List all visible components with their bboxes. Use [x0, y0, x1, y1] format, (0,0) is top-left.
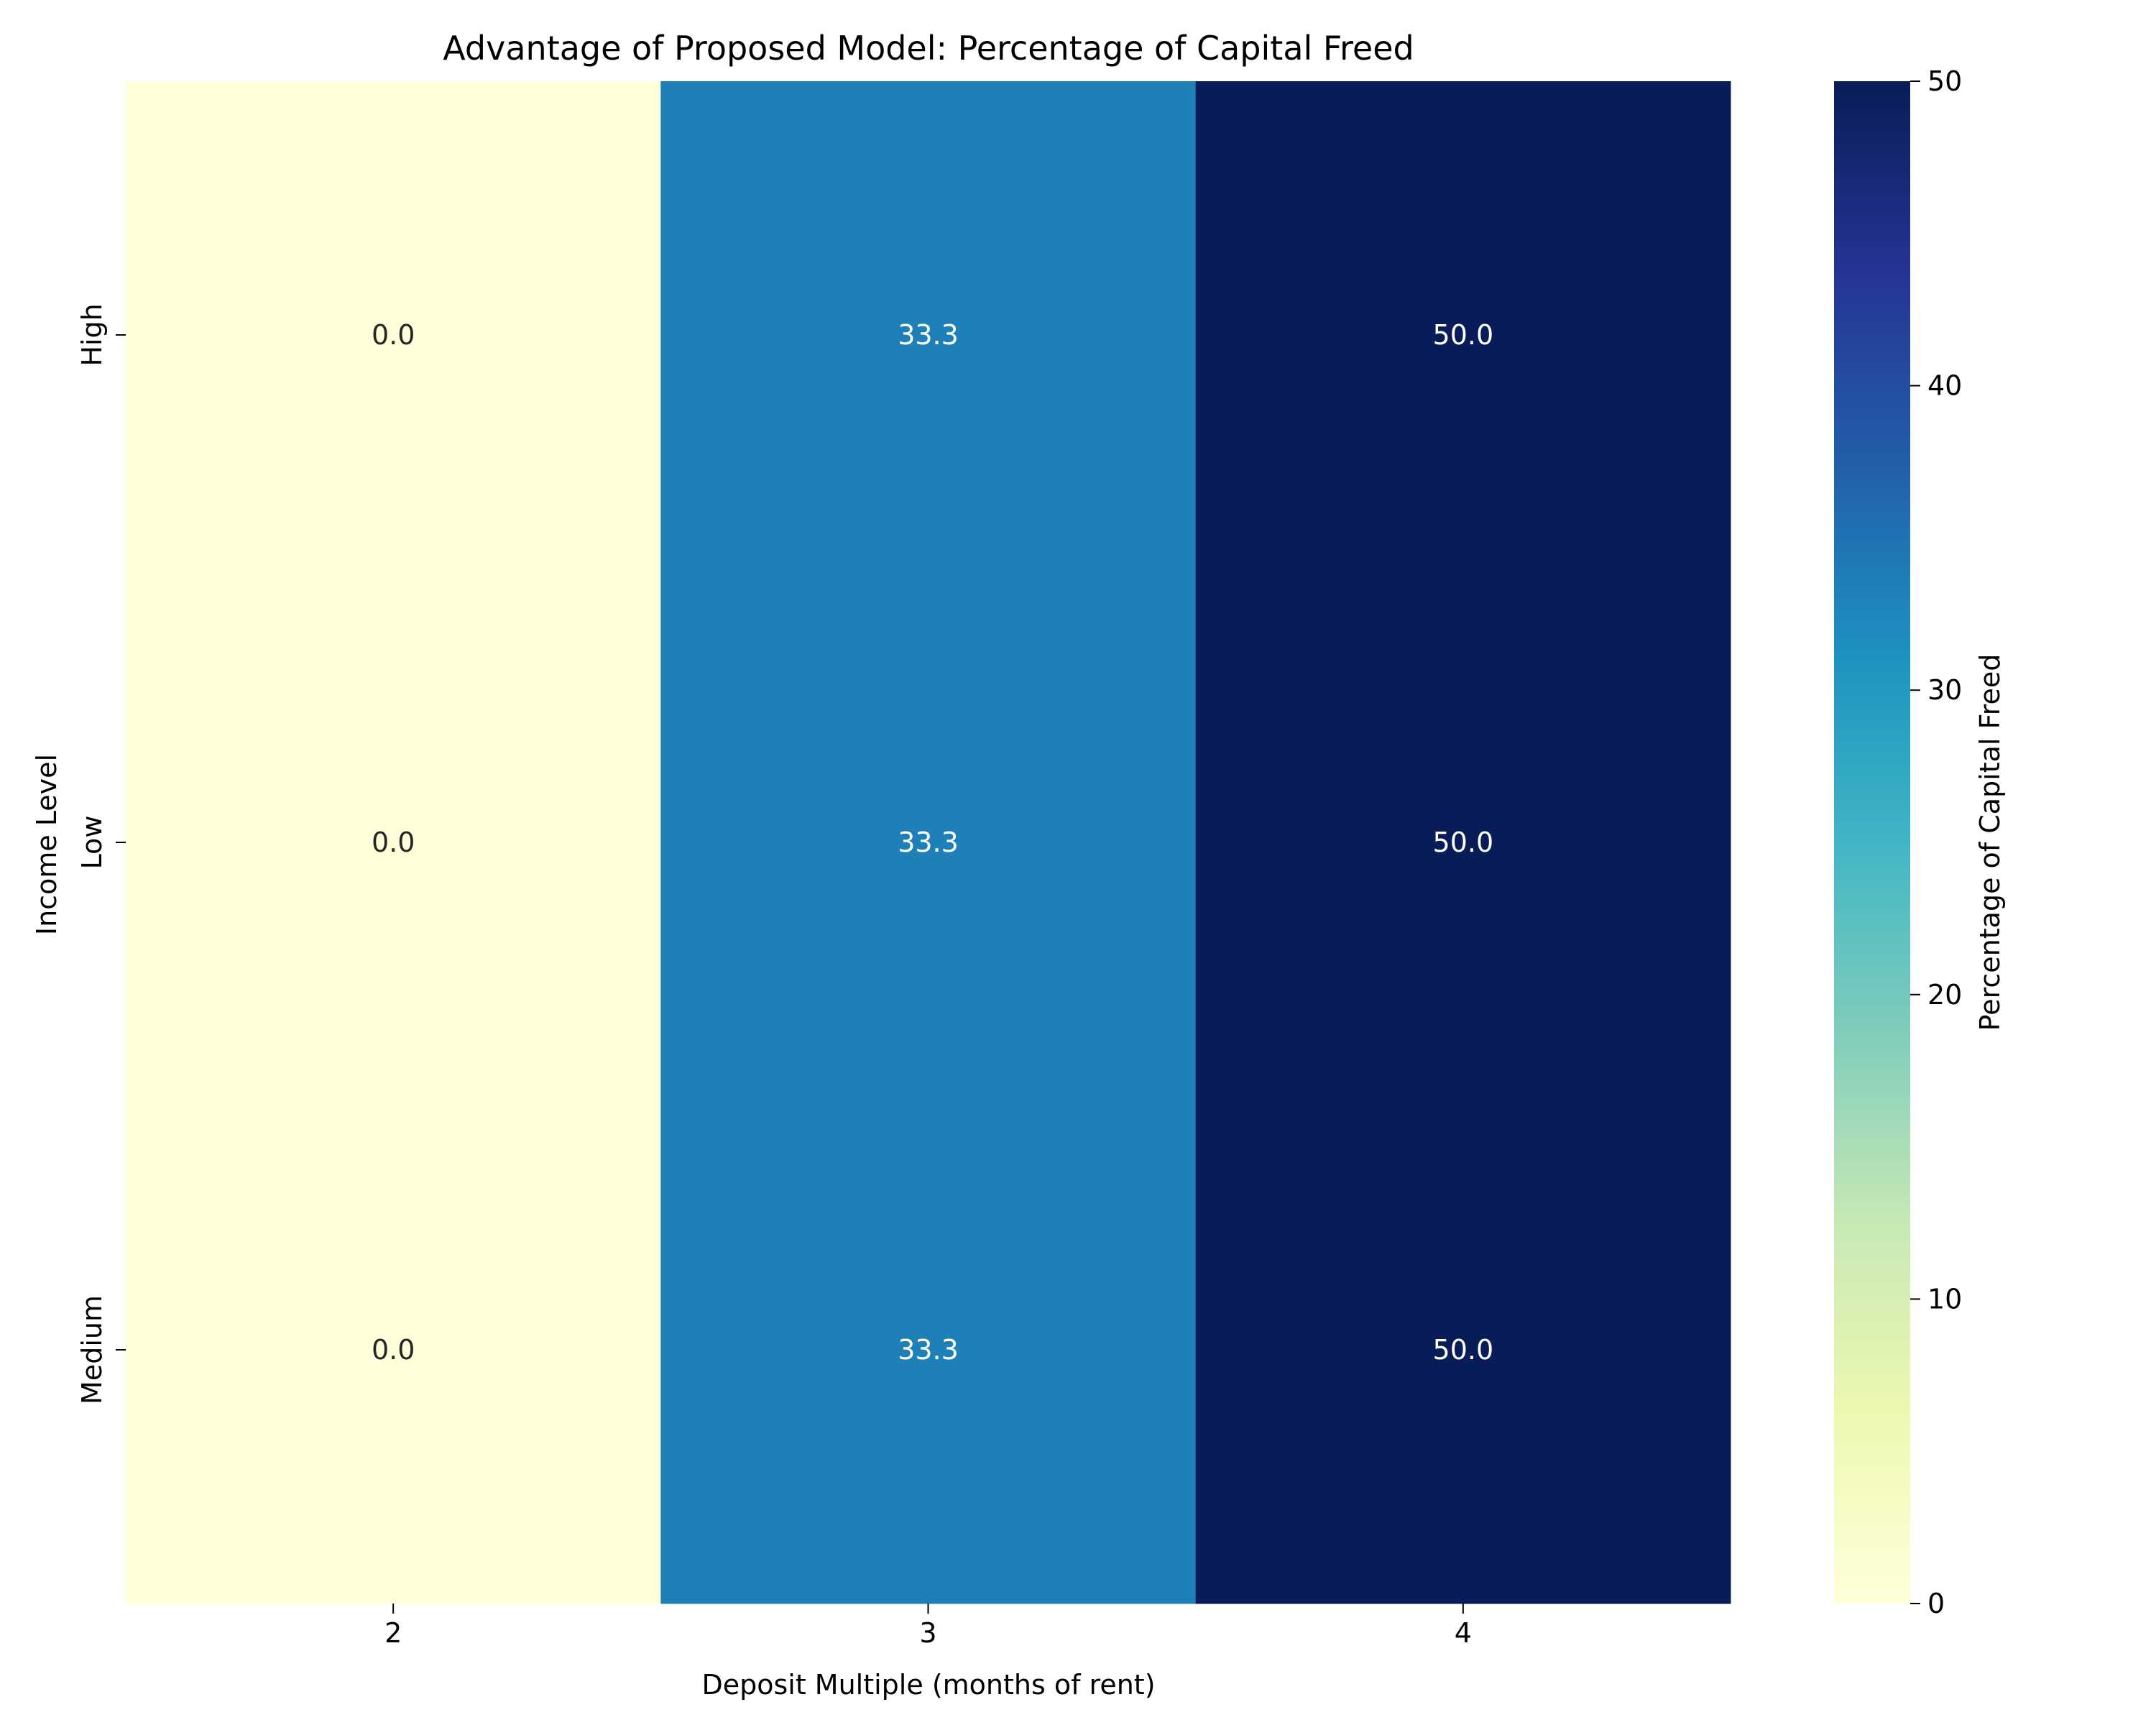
heatmap-cell: [660, 589, 1197, 1097]
colorbar-tick-label: 30: [1927, 674, 1962, 706]
y-tick-label: Medium: [76, 1295, 108, 1404]
heatmap-cell: [1195, 81, 1731, 589]
cell-value-label: 50.0: [1433, 319, 1494, 351]
heatmap-cell: [660, 1096, 1197, 1604]
x-axis-label: Deposit Multiple (months of rent): [701, 1669, 1155, 1701]
cell-value-label: 0.0: [372, 319, 415, 351]
x-tick-label: 3: [919, 1617, 936, 1649]
cell-value-label: 50.0: [1433, 827, 1494, 858]
heatmap-cell: [126, 81, 661, 589]
cell-value-label: 33.3: [898, 827, 959, 858]
y-axis: High Low Medium: [76, 303, 126, 1404]
colorbar-gradient: [1834, 81, 1910, 1604]
heatmap-cell: [126, 1096, 661, 1604]
x-axis: 2 3 4: [384, 1604, 1472, 1649]
colorbar-tick-label: 20: [1927, 979, 1962, 1011]
y-axis-label: Income Level: [31, 754, 63, 935]
colorbar-tick-label: 10: [1927, 1283, 1962, 1315]
colorbar: 0 10 20 30 40 50 Percentage of Capital Freed: [1834, 65, 2006, 1619]
cell-value-label: 50.0: [1433, 1334, 1494, 1366]
colorbar-tick-label: 40: [1927, 370, 1962, 402]
heatmap-cell: [126, 589, 661, 1097]
y-tick-label: Low: [76, 816, 108, 870]
colorbar-ticks: 0 10 20 30 40 50: [1910, 65, 1962, 1619]
heatmap-cell: [1195, 589, 1731, 1097]
heatmap-cell-labels: 0.0 33.3 50.0 0.0 33.3 50.0 0.0 33.3 50.0: [372, 319, 1493, 1366]
chart-title: Advantage of Proposed Model: Percentage …: [443, 29, 1414, 68]
x-tick-label: 4: [1455, 1617, 1472, 1649]
y-tick-label: High: [76, 303, 108, 366]
colorbar-label: Percentage of Capital Freed: [1974, 654, 2006, 1031]
cell-value-label: 33.3: [898, 319, 959, 351]
cell-value-label: 0.0: [372, 1334, 415, 1366]
heatmap-cell: [660, 81, 1197, 589]
x-tick-label: 2: [384, 1617, 402, 1649]
cell-value-label: 33.3: [898, 1334, 959, 1366]
colorbar-tick-label: 50: [1927, 65, 1962, 97]
cell-value-label: 0.0: [372, 827, 415, 858]
heatmap-cells: [126, 81, 1731, 1604]
colorbar-tick-label: 0: [1927, 1588, 1945, 1619]
heatmap-cell: [1195, 1096, 1731, 1604]
